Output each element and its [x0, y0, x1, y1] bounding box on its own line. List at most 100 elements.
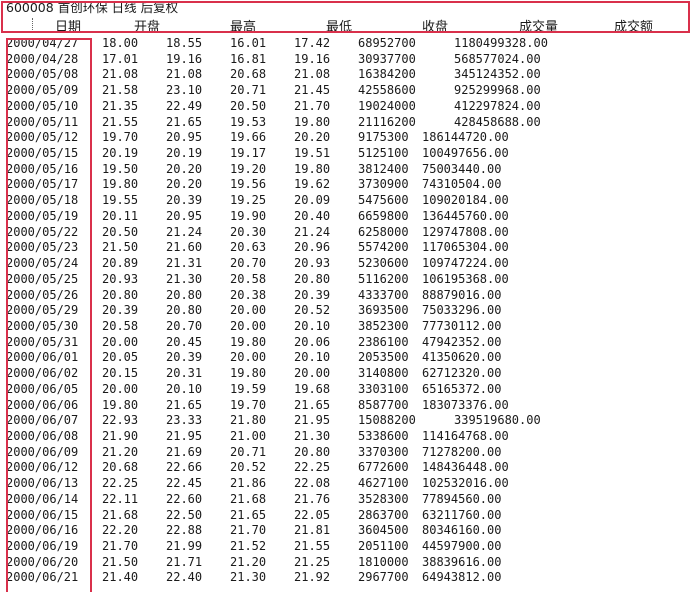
value-cell: 20.39 [166, 350, 203, 365]
value-cell: 5338600 [358, 429, 409, 443]
value-cell: 4333700 [358, 287, 409, 302]
date-cell: 2000/06/01 [6, 350, 79, 365]
value-cell: 19.68 [294, 381, 331, 396]
value-cell: 63211760.00 [422, 507, 502, 522]
value-cell: 41350620.00 [422, 350, 502, 365]
column-header: 收盘 [422, 20, 449, 35]
value-cell: 20.00 [230, 318, 267, 333]
value-cell: 20.80 [166, 287, 203, 302]
value-cell: 19.90 [230, 208, 267, 223]
value-cell: 20.80 [102, 287, 139, 302]
value-cell: 20.15 [102, 366, 139, 381]
date-cell: 2000/05/19 [6, 208, 79, 223]
value-cell: 100497656.00 [422, 146, 509, 161]
value-cell: 21.70 [230, 523, 267, 538]
value-cell: 186144720.00 [422, 130, 509, 145]
value-cell: 21.65 [230, 507, 267, 522]
value-cell: 19.50 [102, 161, 139, 176]
value-cell: 925299968.00 [454, 83, 541, 98]
value-cell: 106195368.00 [422, 271, 509, 286]
value-cell: 3370300 [358, 444, 409, 459]
value-cell: 22.60 [166, 491, 203, 506]
value-cell: 22.05 [294, 507, 331, 522]
value-cell: 22.45 [166, 476, 203, 491]
value-cell: 21.55 [294, 539, 331, 554]
value-cell: 20.52 [294, 303, 331, 318]
value-cell: 30937700 [358, 51, 416, 66]
value-cell: 22.88 [166, 523, 203, 538]
value-cell: 21.65 [166, 114, 203, 129]
date-cell: 2000/06/19 [6, 539, 79, 554]
value-cell: 17.42 [294, 36, 331, 50]
value-cell: 5574200 [358, 240, 409, 255]
value-cell: 21.95 [294, 413, 331, 428]
value-cell: 1810000 [358, 554, 409, 569]
value-cell: 2386100 [358, 334, 409, 349]
value-cell: 21.30 [166, 271, 203, 286]
value-cell: 8587700 [358, 397, 409, 412]
value-cell: 20.30 [230, 224, 267, 239]
column-header-row: 日期 开盘 最高 最低 收盘 成交量 成交额 [0, 15, 695, 35]
date-cell: 2000/05/30 [6, 318, 79, 333]
value-cell: 17.01 [102, 51, 139, 66]
value-cell: 21.68 [102, 507, 139, 522]
value-cell: 20.39 [166, 193, 203, 208]
value-cell: 20.31 [166, 366, 203, 381]
value-cell: 3140800 [358, 366, 409, 381]
date-cell: 2000/05/31 [6, 334, 79, 349]
value-cell: 20.00 [230, 303, 267, 318]
value-cell: 339519680.00 [454, 413, 541, 428]
value-cell: 3693500 [358, 303, 409, 318]
value-cell: 21.65 [294, 397, 331, 412]
value-cell: 20.38 [230, 287, 267, 302]
value-cell: 21.55 [102, 114, 139, 129]
value-cell: 22.50 [166, 507, 203, 522]
date-cell: 2000/05/16 [6, 161, 79, 176]
value-cell: 21.24 [294, 224, 331, 239]
value-cell: 20.45 [166, 334, 203, 349]
value-cell: 21.40 [102, 570, 139, 585]
value-cell: 65165372.00 [422, 381, 502, 396]
value-cell: 15088200 [358, 413, 416, 428]
value-cell: 5116200 [358, 271, 409, 286]
value-cell: 109747224.00 [422, 256, 509, 271]
value-cell: 18.00 [102, 36, 139, 50]
value-cell: 21116200 [358, 114, 416, 129]
date-cell: 2000/05/10 [6, 98, 79, 113]
value-cell: 20.10 [294, 350, 331, 365]
value-cell: 136445760.00 [422, 208, 509, 223]
column-header: 日期 [55, 20, 82, 35]
date-cell: 2000/06/09 [6, 444, 79, 459]
value-cell: 102532016.00 [422, 476, 509, 491]
value-cell: 19.80 [102, 177, 139, 192]
date-cell: 2000/05/09 [6, 83, 79, 98]
date-cell: 2000/05/22 [6, 224, 79, 239]
value-cell: 6772600 [358, 460, 409, 475]
date-cell: 2000/06/21 [6, 570, 79, 585]
value-cell: 19.62 [294, 177, 331, 192]
value-cell: 20.96 [294, 240, 331, 255]
value-cell: 19.80 [294, 114, 331, 129]
value-cell: 21.31 [166, 256, 203, 271]
value-cell: 114164768.00 [422, 429, 509, 443]
value-cell: 21.30 [230, 570, 267, 585]
value-cell: 20.68 [230, 67, 267, 82]
value-cell: 21.08 [102, 67, 139, 82]
value-cell: 117065304.00 [422, 240, 509, 255]
date-cell: 2000/06/16 [6, 523, 79, 538]
value-cell: 20.40 [294, 208, 331, 223]
value-cell: 148436448.00 [422, 460, 509, 475]
value-cell: 20.95 [166, 130, 203, 145]
value-cell: 2967700 [358, 570, 409, 585]
value-cell: 21.58 [102, 83, 139, 98]
value-cell: 23.10 [166, 83, 203, 98]
value-cell: 20.71 [230, 83, 267, 98]
value-cell: 88879016.00 [422, 287, 502, 302]
value-cell: 21.69 [166, 444, 203, 459]
file-title: 600008 首创环保 日线 后复权 [6, 0, 179, 15]
value-cell: 23.33 [166, 413, 203, 428]
value-cell: 64943812.00 [422, 570, 502, 585]
value-cell: 20.00 [294, 366, 331, 381]
value-cell: 428458688.00 [454, 114, 541, 129]
